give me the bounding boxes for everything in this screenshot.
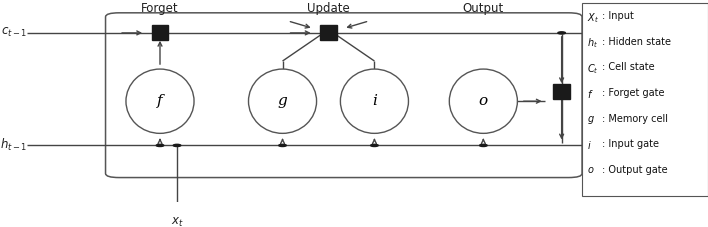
- Circle shape: [479, 144, 487, 146]
- Text: Forget: Forget: [141, 2, 179, 15]
- Text: $g$: $g$: [587, 114, 595, 126]
- Text: i: i: [372, 94, 377, 108]
- Text: $X_t$: $X_t$: [587, 11, 599, 25]
- Circle shape: [156, 144, 164, 146]
- Ellipse shape: [249, 69, 316, 133]
- Text: $x_t$: $x_t$: [171, 216, 183, 227]
- Polygon shape: [152, 25, 169, 40]
- Text: $i$: $i$: [587, 139, 591, 151]
- Text: : Input gate: : Input gate: [602, 139, 659, 149]
- Circle shape: [279, 144, 286, 146]
- Text: Update: Update: [307, 2, 350, 15]
- Text: : Forget gate: : Forget gate: [602, 88, 664, 98]
- Text: $C_t$: $C_t$: [587, 62, 598, 76]
- Circle shape: [371, 144, 378, 146]
- Text: : Cell state: : Cell state: [602, 62, 654, 72]
- Circle shape: [558, 32, 566, 34]
- FancyBboxPatch shape: [105, 13, 582, 178]
- Text: o: o: [479, 94, 488, 108]
- Text: $c_{t-1}$: $c_{t-1}$: [1, 26, 27, 39]
- FancyBboxPatch shape: [582, 3, 708, 196]
- Ellipse shape: [450, 69, 518, 133]
- Text: : Output gate: : Output gate: [602, 165, 668, 175]
- Text: $h_{t-1}$: $h_{t-1}$: [0, 137, 27, 153]
- Circle shape: [173, 144, 181, 146]
- Text: : Input: : Input: [602, 11, 634, 21]
- Text: : Hidden state: : Hidden state: [602, 37, 670, 47]
- Ellipse shape: [126, 69, 194, 133]
- Text: f: f: [157, 94, 163, 108]
- Polygon shape: [554, 84, 570, 99]
- Text: $f$: $f$: [587, 88, 593, 100]
- Text: Output: Output: [463, 2, 504, 15]
- Text: $o$: $o$: [587, 165, 594, 175]
- Polygon shape: [320, 25, 337, 40]
- Text: $c_t$: $c_t$: [623, 26, 635, 39]
- Ellipse shape: [341, 69, 409, 133]
- Text: g: g: [278, 94, 287, 108]
- Text: : Memory cell: : Memory cell: [602, 114, 668, 124]
- Text: $h_t$: $h_t$: [587, 37, 598, 50]
- Text: $h_t$: $h_t$: [623, 137, 636, 153]
